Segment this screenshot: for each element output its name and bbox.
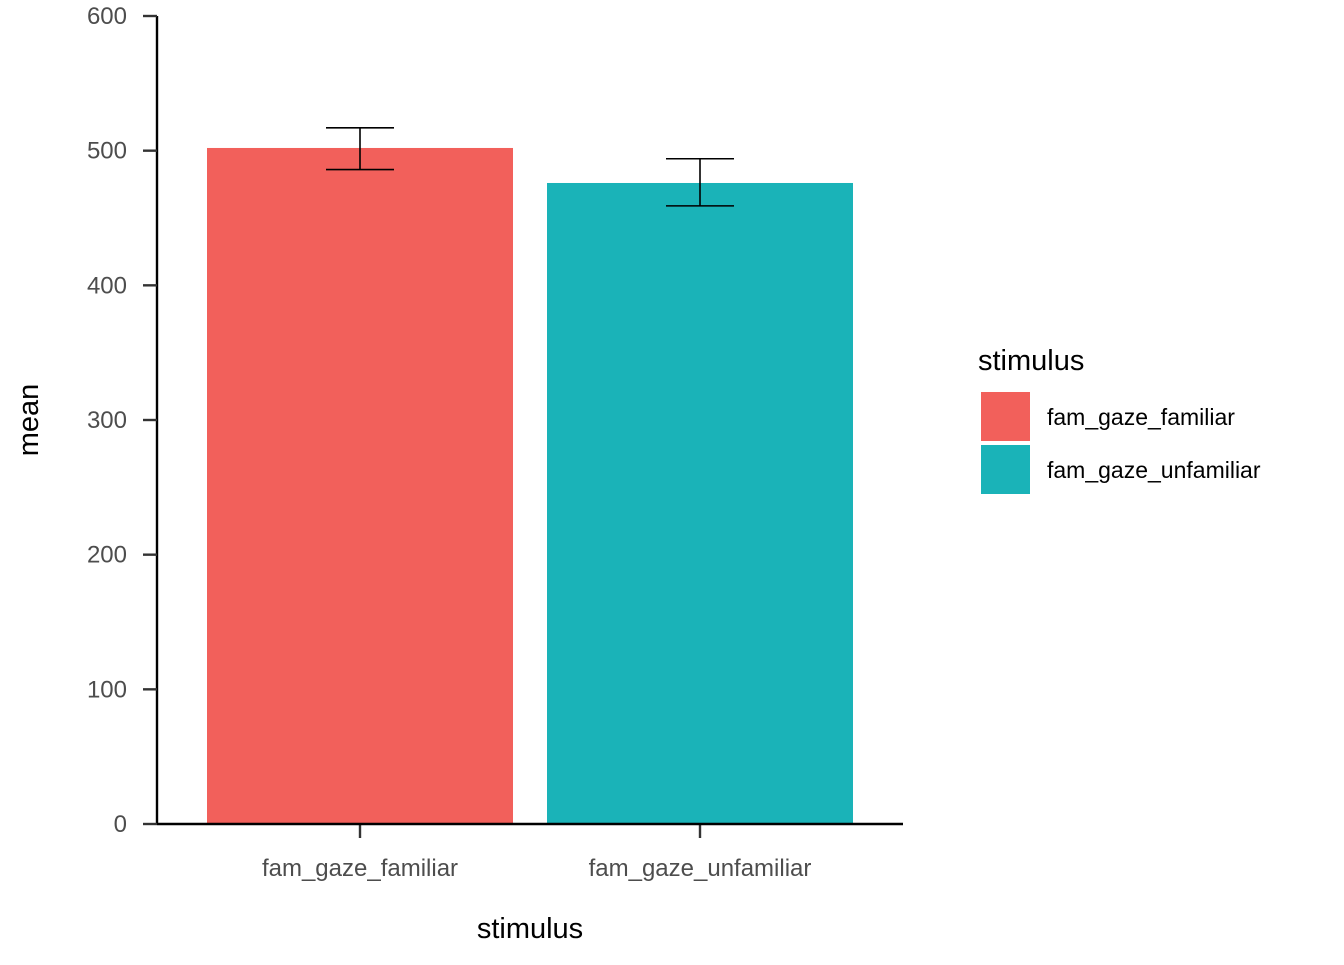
legend: stimulus fam_gaze_familiar fam_gaze_unfam… — [978, 345, 1261, 494]
legend-title: stimulus — [978, 345, 1084, 377]
legend-item-fam-gaze-familiar: fam_gaze_familiar — [981, 392, 1235, 441]
y-axis-title: mean — [13, 384, 45, 457]
error-bar-fam-gaze-unfamiliar — [666, 157, 734, 207]
legend-label: fam_gaze_familiar — [1047, 404, 1235, 430]
y-tick-label: 300 — [87, 407, 127, 434]
x-tick-label: fam_gaze_unfamiliar — [589, 855, 812, 882]
error-bar-fam-gaze-familiar — [326, 126, 394, 171]
y-tick-label: 400 — [87, 272, 127, 299]
bar-fam-gaze-unfamiliar — [547, 182, 853, 824]
y-tick-label: 0 — [114, 811, 127, 838]
x-tick-label: fam_gaze_familiar — [262, 855, 458, 882]
bar-fam-gaze-familiar — [207, 147, 513, 824]
legend-swatch — [981, 392, 1030, 441]
legend-swatch — [981, 445, 1030, 494]
error-bars-layer — [326, 126, 734, 207]
legend-item-fam-gaze-unfamiliar: fam_gaze_unfamiliar — [981, 445, 1261, 494]
y-tick-label: 200 — [87, 542, 127, 569]
y-tick-label: 500 — [87, 138, 127, 165]
x-axis-title: stimulus — [477, 913, 583, 945]
y-tick-label: 600 — [87, 3, 127, 30]
axes-layer: fam_gaze_familiar fam_gaze_unfamiliar 0 100… — [87, 3, 903, 882]
bars-layer — [207, 147, 853, 824]
y-tick-label: 100 — [87, 676, 127, 703]
legend-label: fam_gaze_unfamiliar — [1047, 457, 1261, 483]
